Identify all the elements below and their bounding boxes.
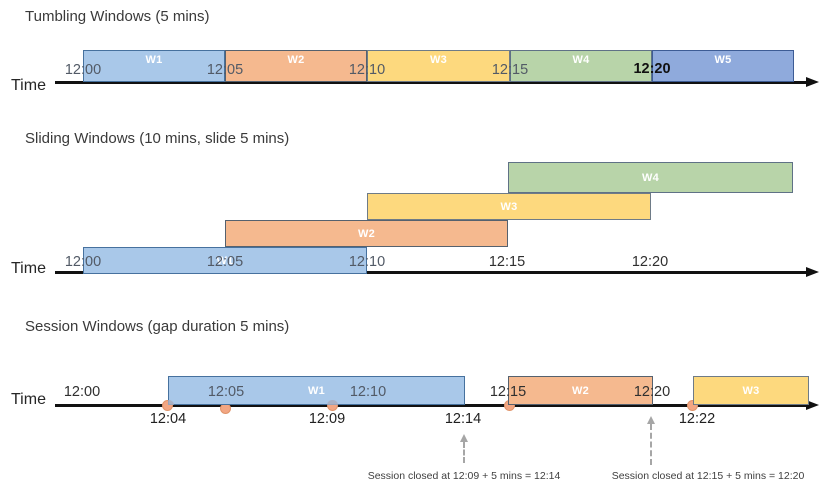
sliding-tick-1220: 12:20 <box>631 254 669 270</box>
closure-arrow-stem <box>463 442 465 463</box>
session-tick-1205: 12:05 <box>207 384 245 400</box>
window-label: W5 <box>714 54 732 66</box>
event-dot-overlap-shade <box>168 400 174 405</box>
sliding-window-w3: W3 <box>367 193 651 220</box>
window-label: W2 <box>287 54 305 66</box>
session-tick-1215: 12:15 <box>489 384 527 400</box>
sliding-time-axis-label: Time <box>11 260 46 277</box>
tumbling-window-w3: W3 <box>367 50 510 82</box>
tumbling-window-w4: W4 <box>510 50 652 82</box>
tumbling-window-w2: W2 <box>225 50 367 82</box>
sliding-timeline <box>55 271 807 274</box>
session-event-label-1209: 12:09 <box>308 411 346 427</box>
session-tick-1210: 12:10 <box>349 384 387 400</box>
tumbling-tick-1215: 12:15 <box>491 62 529 78</box>
window-label: W3 <box>500 200 518 213</box>
session-tick-1220: 12:20 <box>633 384 671 400</box>
tumbling-tick-1210: 12:10 <box>348 62 386 78</box>
session-timeline-arrowhead-icon <box>806 400 819 410</box>
tumbling-timeline <box>55 81 807 84</box>
tumbling-window-w5: W5 <box>652 50 794 82</box>
closure-arrow-stem <box>650 424 652 465</box>
tumbling-tick-1200: 12:00 <box>64 62 102 78</box>
window-label: W2 <box>357 227 376 240</box>
session-event-label-1222: 12:22 <box>678 411 716 427</box>
window-label: W3 <box>742 384 760 397</box>
sliding-window-w4: W4 <box>508 162 793 193</box>
window-label: W3 <box>429 54 448 66</box>
window-label: W4 <box>641 171 660 184</box>
tumbling-window-w1: W1 <box>83 50 225 82</box>
sliding-tick-1200: 12:00 <box>64 254 102 270</box>
tumbling-tick-1220: 12:20 <box>633 61 671 77</box>
session-closure-annotation-2: Session closed at 12:15 + 5 mins = 12:20 <box>611 470 805 482</box>
tumbling-tick-1205: 12:05 <box>206 62 244 78</box>
sliding-tick-1215: 12:15 <box>488 254 526 270</box>
closure-arrow-up-icon <box>647 416 655 424</box>
session-timeline <box>55 404 807 407</box>
session-event-label-1204: 12:04 <box>149 411 187 427</box>
event-dot-1204 <box>162 400 173 411</box>
session-window-w2: W2 <box>508 376 653 405</box>
sliding-tick-1205: 12:05 <box>206 254 244 270</box>
tumbling-timeline-arrowhead-icon <box>806 77 819 87</box>
session-time-axis-label: Time <box>11 391 46 408</box>
sliding-section-title: Sliding Windows (10 mins, slide 5 mins) <box>25 130 290 147</box>
window-label: W1 <box>145 54 163 66</box>
session-window-w3: W3 <box>693 376 809 405</box>
window-label: W2 <box>571 384 590 397</box>
sliding-timeline-arrowhead-icon <box>806 267 819 277</box>
window-label: W4 <box>572 54 590 66</box>
session-tick-1200: 12:00 <box>63 384 101 400</box>
event-dot-overlap-shade <box>327 400 338 405</box>
tumbling-section-title: Tumbling Windows (5 mins) <box>25 8 210 25</box>
sliding-window-w1: W1 <box>83 247 367 274</box>
session-event-label-1214: 12:14 <box>444 411 482 427</box>
event-dot-1222 <box>687 400 698 411</box>
sliding-tick-1210: 12:10 <box>348 254 386 270</box>
window-label: W1 <box>307 384 326 397</box>
session-closure-annotation-1: Session closed at 12:09 + 5 mins = 12:14 <box>367 470 561 482</box>
tumbling-time-axis-label: Time <box>11 77 46 94</box>
session-section-title: Session Windows (gap duration 5 mins) <box>25 318 290 335</box>
sliding-window-w2: W2 <box>225 220 508 247</box>
window-label: W1 <box>216 254 234 267</box>
session-window-w1: W1 <box>168 376 465 405</box>
closure-arrow-up-icon <box>460 434 468 442</box>
